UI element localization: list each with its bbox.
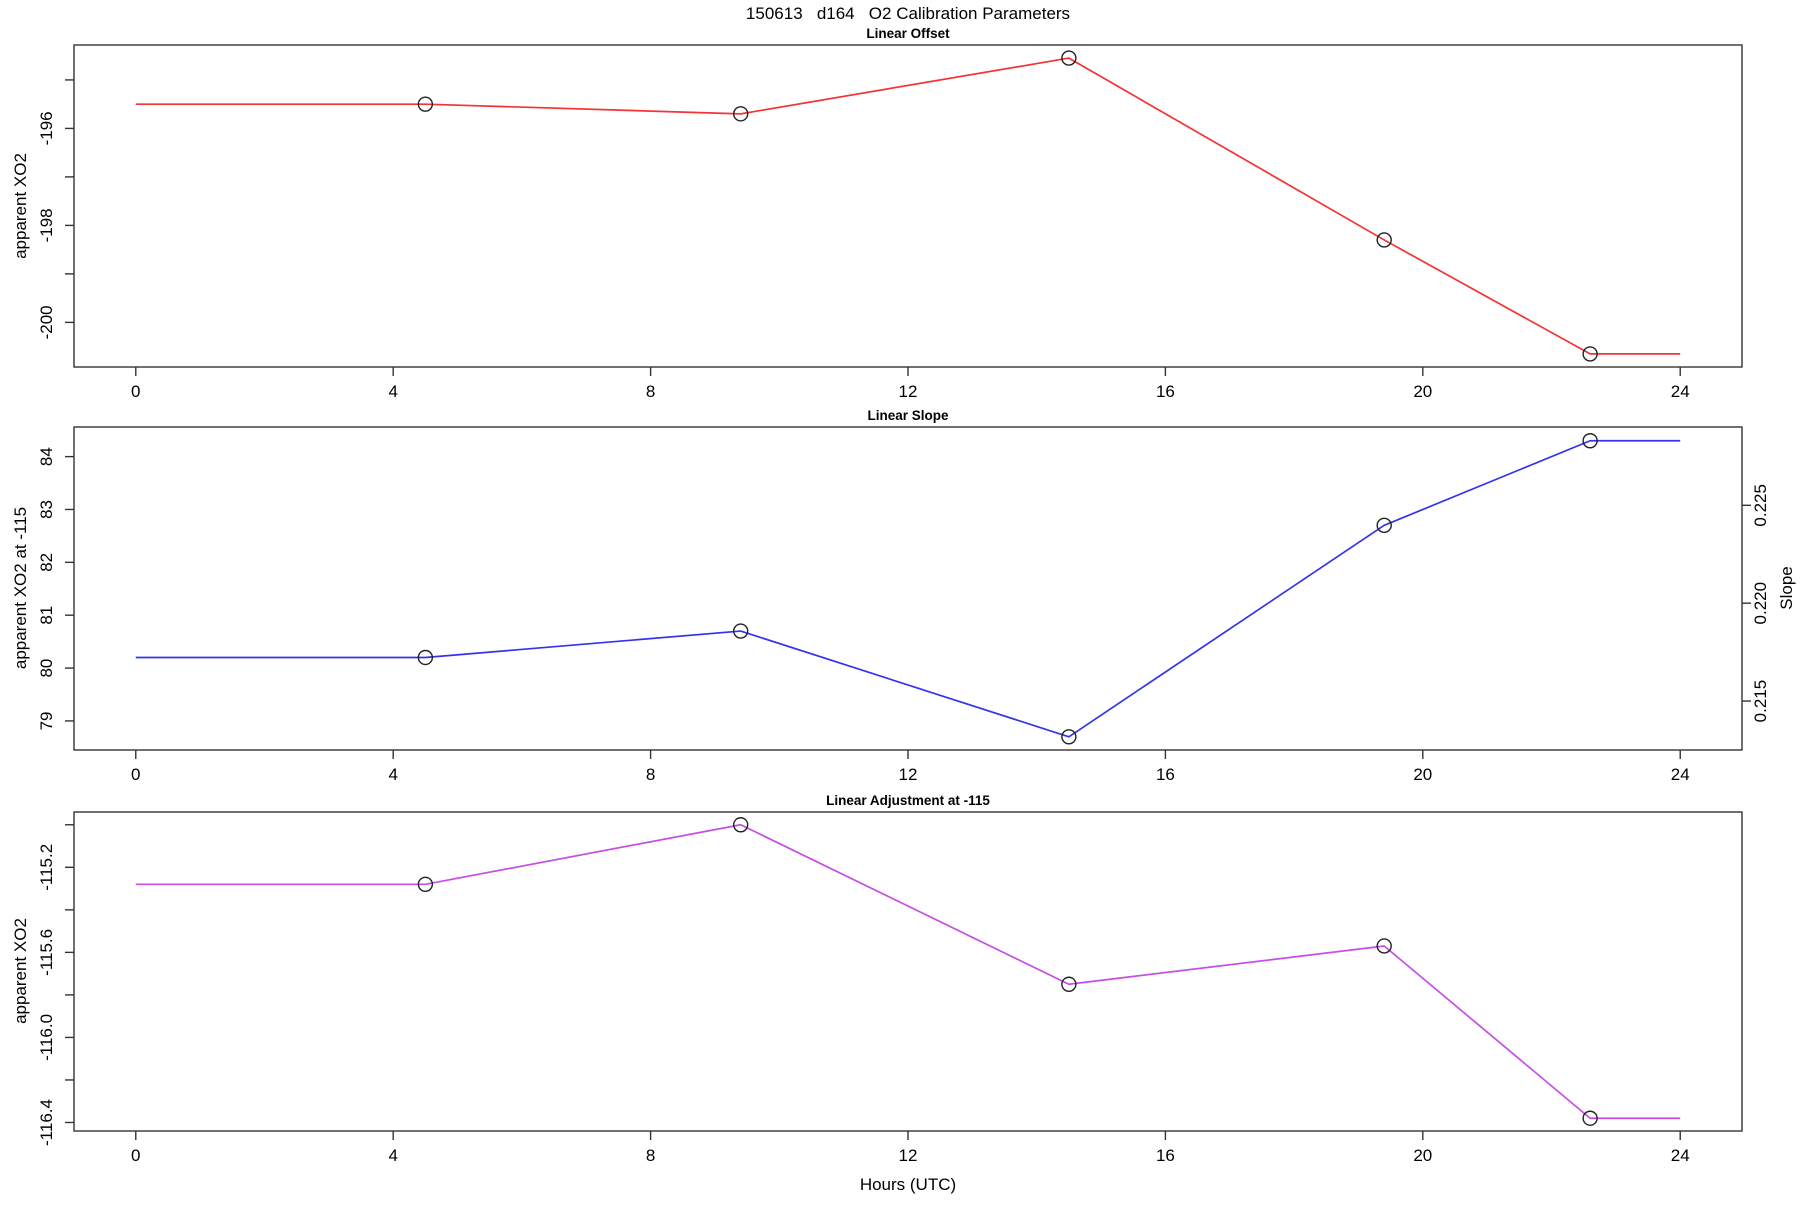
- plot-border: [73, 811, 1743, 1132]
- data-point-marker: [732, 106, 749, 122]
- plot-border: [73, 426, 1743, 751]
- y-tick-label: -198: [37, 208, 56, 242]
- right-y-tick-label: 0.225: [1751, 484, 1770, 527]
- panel-linear-offset: Linear Offset apparent XO2 0 4 8 12 16 20 24 -1…: [11, 26, 1743, 401]
- data-line: [135, 439, 1681, 738]
- x-tick-label: 8: [646, 382, 655, 401]
- panel-title-linear-adjustment: Linear Adjustment at -115: [826, 793, 990, 808]
- data-point-marker: [1376, 517, 1392, 534]
- panel-title-linear-offset: Linear Offset: [866, 26, 950, 41]
- x-tick-label: 0: [131, 765, 140, 784]
- y-tick-label: 79: [37, 711, 56, 730]
- plot-border: [73, 44, 1743, 368]
- data-point-marker: [1376, 938, 1392, 954]
- x-tick-label: 20: [1413, 1146, 1432, 1165]
- y-tick-label: 82: [37, 553, 56, 572]
- y-axis-label-panel3: apparent XO2: [11, 918, 30, 1024]
- x-tick-label: 16: [1156, 1146, 1175, 1165]
- y-tick-label: -200: [37, 305, 56, 339]
- x-tick-label: 20: [1413, 765, 1432, 784]
- right-y-tick-label: 0.215: [1751, 680, 1770, 723]
- y-tick-label: 80: [37, 659, 56, 678]
- data-point-marker: [1582, 1110, 1598, 1126]
- x-tick-label: 0: [131, 382, 140, 401]
- right-axis-label-slope: Slope: [1777, 566, 1796, 609]
- y-tick-label: -116.4: [37, 1099, 56, 1146]
- panel-linear-slope: Linear Slope apparent XO2 at -115 Slope …: [11, 408, 1796, 784]
- data-point-marker: [417, 876, 434, 893]
- data-point-marker: [1061, 976, 1077, 992]
- plot-area-panel1: 0 4 8 12 16 20 24 -196 -198 -200: [37, 44, 1743, 401]
- x-tick-label: 24: [1671, 382, 1690, 401]
- x-tick-label: 4: [388, 765, 397, 784]
- x-tick-label: 0: [131, 1146, 140, 1165]
- x-tick-label: 16: [1156, 382, 1175, 401]
- data-line: [135, 57, 1681, 355]
- y-tick-label: -115.2: [37, 844, 56, 891]
- data-line: [135, 823, 1681, 1120]
- plot-area-panel3: 0 4 8 12 16 20 24 -115.2 -115.6 -116.0 -116.4: [37, 811, 1743, 1165]
- data-point-marker: [1376, 232, 1392, 248]
- y-axis-label-panel1: apparent XO2: [11, 153, 30, 259]
- data-point-marker: [1061, 50, 1077, 66]
- y-tick-label: -116.0: [37, 1014, 56, 1061]
- chart-main-title: 150613 d164 O2 Calibration Parameters: [746, 4, 1070, 23]
- x-tick-label: 4: [388, 1146, 397, 1165]
- y-tick-label: 81: [37, 606, 56, 625]
- data-point-marker: [1582, 433, 1598, 449]
- x-tick-label: 12: [899, 382, 918, 401]
- x-tick-label: 20: [1413, 382, 1432, 401]
- x-tick-label: 8: [646, 765, 655, 784]
- y-axis-label-panel2: apparent XO2 at -115: [11, 507, 30, 669]
- x-tick-label: 12: [899, 1146, 918, 1165]
- data-point-marker: [732, 817, 749, 833]
- panel-title-linear-slope: Linear Slope: [867, 408, 949, 423]
- data-point-marker: [1582, 346, 1598, 362]
- x-tick-label: 4: [388, 382, 397, 401]
- x-tick-label: 12: [899, 765, 918, 784]
- data-point-marker: [732, 623, 749, 639]
- x-tick-label: 8: [646, 1146, 655, 1165]
- panel-linear-adjustment: Linear Adjustment at -115 apparent XO2 0…: [11, 793, 1743, 1165]
- right-y-tick-label: 0.220: [1751, 582, 1770, 625]
- x-tick-label: 16: [1156, 765, 1175, 784]
- plot-area-panel2: 0 4 8 12 16 20 24 79 80 81 82 83 84 0.215 0.220 0.225: [37, 426, 1770, 784]
- x-axis-label: Hours (UTC): [860, 1175, 956, 1194]
- data-point-marker: [417, 96, 434, 112]
- y-tick-label: 84: [37, 447, 56, 466]
- data-point-marker: [417, 649, 434, 666]
- x-tick-label: 24: [1671, 1146, 1690, 1165]
- x-tick-label: 24: [1671, 765, 1690, 784]
- data-point-marker: [1061, 729, 1077, 745]
- y-tick-label: -196: [37, 111, 56, 145]
- y-tick-label: -115.6: [37, 929, 56, 976]
- y-tick-label: 83: [37, 500, 56, 519]
